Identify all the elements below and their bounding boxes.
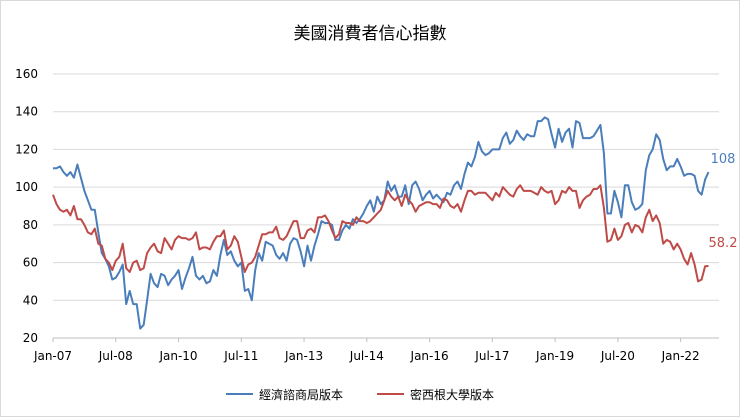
legend: 經濟諮商局版本 密西根大學版本 [226, 387, 494, 402]
y-tick-label: 20 [23, 331, 38, 345]
x-tick-label: Jan-22 [661, 349, 700, 363]
y-axis-ticks: 20 40 60 80 100 120 140 160 [15, 67, 38, 345]
series-line-michigan [52, 184, 709, 283]
x-tick-label: Jan-19 [535, 349, 574, 363]
series-line-conference_board [53, 116, 710, 330]
y-tick-label: 60 [23, 256, 38, 270]
y-tick-label: 160 [15, 67, 38, 81]
end-label-conference_board: 108 [711, 152, 736, 167]
x-axis-ticks: Jan-07 Jul-08 Jan-10 Jul-11 Jan-13 Jul-14 Jan-… [33, 338, 700, 363]
y-tick-label: 40 [23, 293, 38, 307]
gridlines [53, 73, 719, 339]
end-labels: 108 58.2 [709, 152, 738, 251]
x-tick-label: Jan-10 [158, 349, 197, 363]
x-tick-label: Jul-17 [474, 349, 509, 363]
x-tick-label: Jan-16 [410, 349, 449, 363]
legend-label-michigan: 密西根大學版本 [410, 387, 494, 402]
x-tick-label: Jan-07 [33, 349, 72, 363]
x-tick-label: Jan-13 [284, 349, 323, 363]
x-tick-label: Jul-11 [223, 349, 258, 363]
series-lines [52, 116, 710, 330]
y-tick-label: 140 [15, 105, 38, 119]
chart-title: 美國消費者信心指數 [294, 24, 447, 44]
y-tick-label: 80 [23, 218, 38, 232]
y-tick-label: 100 [15, 180, 38, 194]
end-label-michigan: 58.2 [709, 236, 738, 251]
x-tick-label: Jul-20 [600, 349, 635, 363]
x-tick-label: Jul-14 [349, 349, 384, 363]
legend-label-conference-board: 經濟諮商局版本 [259, 387, 343, 402]
x-tick-label: Jul-08 [98, 349, 133, 363]
y-tick-label: 120 [15, 142, 38, 156]
